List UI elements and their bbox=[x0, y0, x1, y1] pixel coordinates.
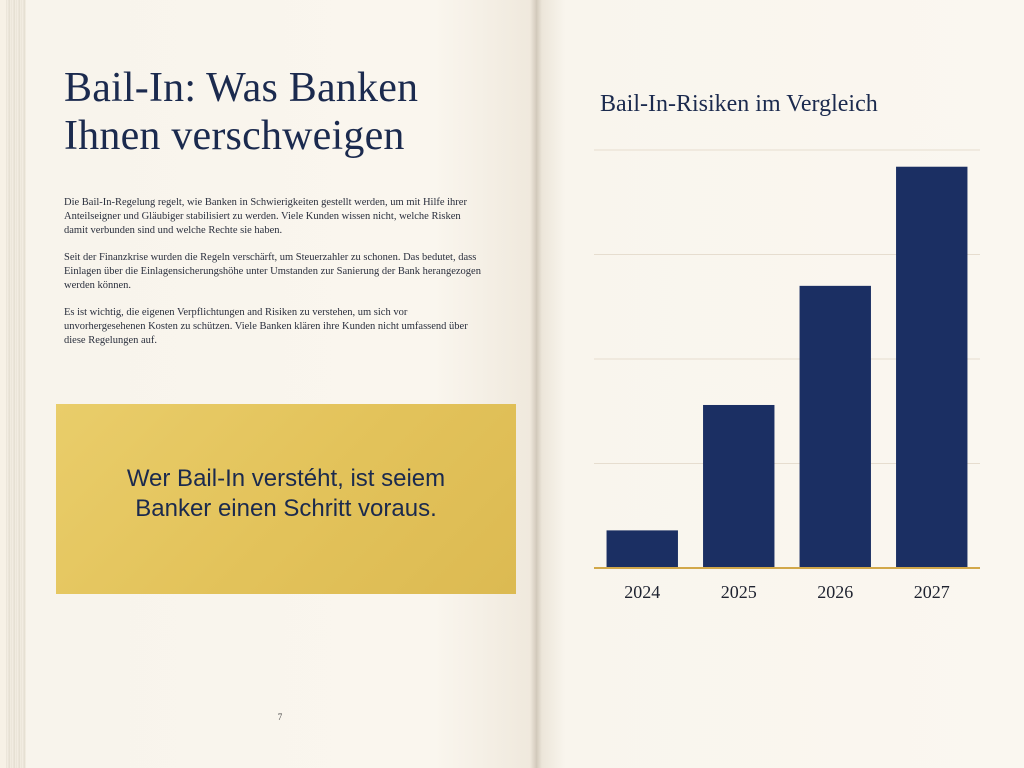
book-gutter bbox=[530, 0, 542, 768]
title-line-1: Bail-In: Was Banken bbox=[64, 65, 419, 111]
bar-2025 bbox=[703, 404, 775, 568]
paragraph-3: Es ist wichtig, die eigenen Verpflichtun… bbox=[64, 307, 468, 346]
paragraph-2: Seit der Finanzkrise wurden die Regeln v… bbox=[64, 252, 481, 291]
title-line-2: Ihnen verschweigen bbox=[64, 113, 405, 159]
body-text: Die Bail-In-Regelung regelt, wie Banken … bbox=[64, 196, 484, 361]
paragraph-1: Die Bail-In-Regelung regelt, wie Banken … bbox=[64, 197, 467, 236]
bar-2027 bbox=[896, 166, 968, 568]
x-tick-label: 2024 bbox=[624, 582, 660, 602]
callout-box: Wer Bail-In verstéht, ist seiem Banker e… bbox=[56, 404, 516, 594]
callout-text: Wer Bail-In verstéht, ist seiem Banker e… bbox=[126, 465, 446, 522]
x-tick-label: 2027 bbox=[914, 582, 950, 602]
x-tick-label: 2026 bbox=[817, 582, 853, 602]
chart-title: Bail-In-Risiken im Vergleich bbox=[600, 91, 878, 117]
bar-2024 bbox=[606, 530, 678, 568]
chart-bars bbox=[606, 166, 968, 568]
left-page bbox=[26, 0, 536, 768]
page-title: Bail-In: Was Banken Ihnen verschweigen bbox=[64, 64, 504, 160]
bar-2026 bbox=[799, 285, 871, 568]
x-tick-label: 2025 bbox=[721, 582, 757, 602]
chart-axis: 2024 2025 2026 2027 bbox=[594, 567, 980, 602]
bar-chart: 2024 2025 2026 2027 bbox=[594, 149, 980, 602]
page-number: 7 bbox=[277, 712, 283, 722]
